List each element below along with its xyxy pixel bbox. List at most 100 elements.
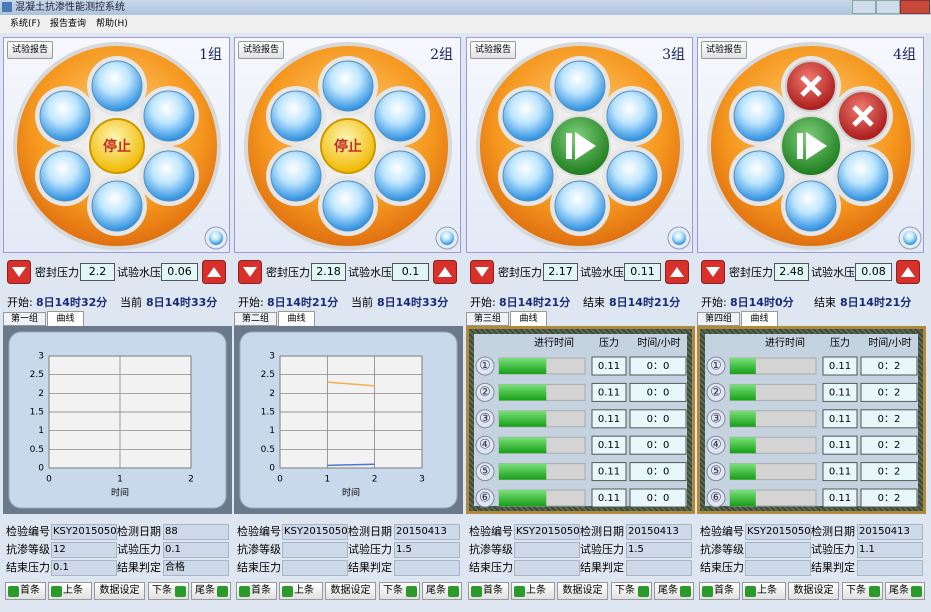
group-label: 2组 <box>430 47 453 63</box>
nav-button[interactable]: 首条 <box>699 582 740 600</box>
start-time: 8日14时0分 <box>730 296 794 309</box>
sample-cell <box>91 60 143 112</box>
cell-error-x <box>852 105 874 127</box>
increase-button[interactable] <box>202 260 226 284</box>
field-value: KSY2015050 <box>745 524 811 540</box>
report-button[interactable]: 试验报告 <box>238 41 284 59</box>
time-box <box>629 409 687 429</box>
field-value <box>626 560 692 576</box>
menu-item[interactable]: 系统(F) <box>10 19 41 29</box>
time-value: 0：0 <box>647 440 670 451</box>
decrease-button[interactable] <box>238 260 262 284</box>
end-label: 结束 <box>583 296 605 309</box>
nav-button[interactable]: 首条 <box>468 582 509 600</box>
maximize-button[interactable] <box>876 0 900 14</box>
nav-label: 上条 <box>294 585 314 596</box>
end-label: 结束 <box>814 296 836 309</box>
time-value: 0：2 <box>878 361 901 372</box>
close-button[interactable] <box>900 0 930 14</box>
field-value: KSY20150505 <box>51 524 117 540</box>
time-value: 0：2 <box>878 493 901 504</box>
table-header: 进行时间 <box>534 336 574 349</box>
x-tick-label: 2 <box>188 475 194 485</box>
seal-label: 密封压力 <box>35 266 79 279</box>
report-button[interactable]: 试验报告 <box>701 41 747 59</box>
field-value <box>745 560 811 576</box>
field-label: 检测日期 <box>580 525 624 538</box>
nav-button[interactable]: 数据设定 <box>94 582 145 600</box>
increase-button[interactable] <box>433 260 457 284</box>
decrease-button[interactable] <box>470 260 494 284</box>
tab[interactable]: 曲线 <box>278 311 315 326</box>
report-button[interactable]: 试验报告 <box>7 41 53 59</box>
group-label: 1组 <box>199 47 222 63</box>
nav-button[interactable]: 数据设定 <box>788 582 839 600</box>
decrease-button[interactable] <box>7 260 31 284</box>
time-value: 0：0 <box>647 387 670 398</box>
seal-value: 2.2 <box>80 263 115 281</box>
progress-bar <box>730 463 756 480</box>
nav-button[interactable]: 数据设定 <box>325 582 376 600</box>
increase-button[interactable] <box>665 260 689 284</box>
progress-bar <box>499 358 547 374</box>
nav-button[interactable]: 尾条 <box>191 582 231 600</box>
nav-button[interactable]: 上条 <box>279 582 323 600</box>
tab[interactable]: 曲线 <box>47 311 84 326</box>
tab[interactable]: 第四组 <box>697 312 740 326</box>
nav-button[interactable]: 下条 <box>611 582 652 600</box>
nav-button[interactable]: 尾条 <box>422 582 462 600</box>
start-time: 8日14时21分 <box>267 296 339 309</box>
pressure-box <box>591 356 627 376</box>
nav-icon <box>175 586 186 597</box>
sample-cell <box>837 150 889 202</box>
menu-item[interactable]: 帮助(H) <box>96 19 128 29</box>
report-button[interactable]: 试验报告 <box>470 41 516 59</box>
app-icon <box>2 2 12 12</box>
tab[interactable]: 第二组 <box>234 312 277 326</box>
tab[interactable]: 第三组 <box>466 312 509 326</box>
small-button-core <box>209 231 223 245</box>
nav-button[interactable]: 下条 <box>379 582 420 600</box>
pressure-value: 0.11 <box>829 493 851 504</box>
nav-button[interactable]: 上条 <box>511 582 555 600</box>
nav-icon <box>8 586 19 597</box>
pressure-box <box>591 409 627 429</box>
nav-button[interactable]: 下条 <box>148 582 189 600</box>
increase-button[interactable] <box>896 260 920 284</box>
row-number-bg <box>475 382 495 402</box>
minimize-button[interactable] <box>852 0 876 14</box>
menu-item[interactable]: 报告查询 <box>50 19 87 29</box>
sample-cell <box>143 150 195 202</box>
tab[interactable]: 第一组 <box>3 312 46 326</box>
row-number-bg <box>475 409 495 429</box>
row-number-bg <box>706 462 726 482</box>
nav-button[interactable]: 首条 <box>5 582 46 600</box>
y-tick-label: 1 <box>269 426 275 436</box>
tab[interactable]: 曲线 <box>510 311 547 326</box>
title-bar: 混凝土抗渗性能测控系统 <box>0 0 931 15</box>
field-value <box>514 542 580 558</box>
nav-icon <box>217 586 228 597</box>
field-label: 检测日期 <box>117 525 161 538</box>
nav-button[interactable]: 首条 <box>236 582 277 600</box>
nav-button[interactable]: 尾条 <box>654 582 694 600</box>
time-box <box>860 382 918 402</box>
nav-button[interactable]: 下条 <box>842 582 883 600</box>
cell-error-x <box>800 75 822 97</box>
nav-button[interactable]: 上条 <box>742 582 786 600</box>
time-box <box>860 409 918 429</box>
nav-button[interactable]: 尾条 <box>885 582 925 600</box>
pressure-box <box>591 382 627 402</box>
start-label: 开始: <box>470 296 496 309</box>
graphic <box>476 42 691 250</box>
nav-button[interactable]: 上条 <box>48 582 92 600</box>
field-label: 检验编号 <box>700 525 744 538</box>
decrease-button[interactable] <box>701 260 725 284</box>
sample-cell <box>270 90 322 142</box>
progress-bar <box>730 490 756 506</box>
pressure-value: 0.11 <box>598 467 620 478</box>
nav-button[interactable]: 数据设定 <box>557 582 608 600</box>
tab[interactable]: 曲线 <box>741 311 778 326</box>
water-label: 试验水压 <box>811 266 855 279</box>
field-label: 抗渗等级 <box>469 543 513 556</box>
